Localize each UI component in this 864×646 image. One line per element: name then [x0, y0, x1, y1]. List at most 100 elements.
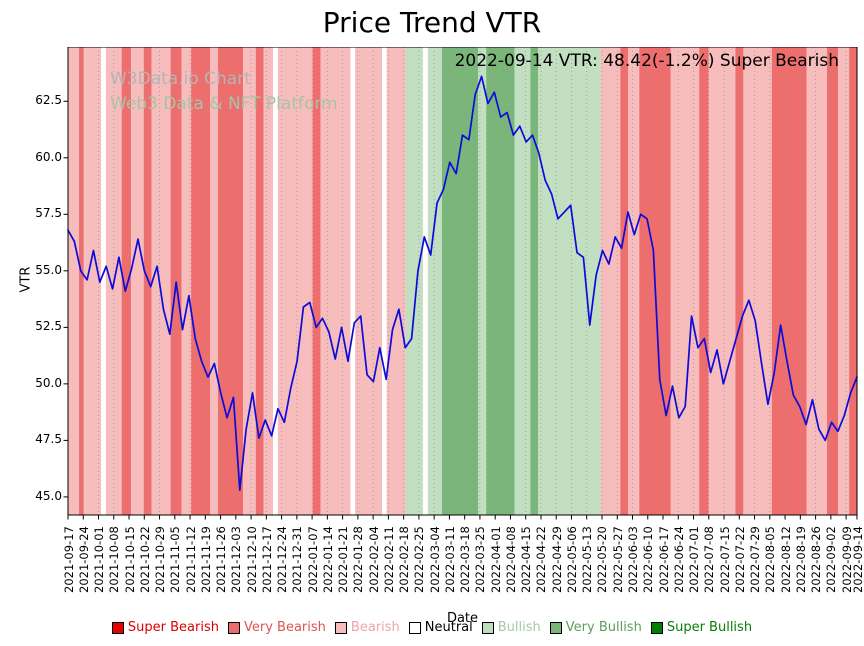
sentiment-band-neutral — [350, 47, 356, 515]
sentiment-band-bullish — [427, 47, 442, 515]
x-tick-label: 2022-03-04 — [427, 526, 442, 593]
x-tick-label: 2022-04-08 — [503, 526, 518, 593]
sentiment-band-bearish — [838, 47, 850, 515]
x-tick-label: 2022-02-25 — [412, 526, 427, 593]
x-tick-label: 2022-08-19 — [793, 526, 808, 593]
x-tick-label: 2022-05-20 — [595, 526, 610, 593]
y-tick-label: 57.5 — [35, 206, 62, 221]
x-tick-label: 2021-12-17 — [259, 526, 274, 593]
x-tick-label: 2022-04-22 — [534, 526, 549, 593]
x-tick-label: 2021-10-22 — [137, 526, 152, 593]
sentiment-band-bearish — [181, 47, 192, 515]
sentiment-band-neutral — [382, 47, 387, 515]
sentiment-band-bearish — [386, 47, 406, 515]
latest-value-annotation: 2022-09-14 VTR: 48.42(-1.2%) Super Beari… — [454, 51, 839, 71]
sentiment-band-very_bullish — [530, 47, 539, 515]
sentiment-band-bearish — [263, 47, 274, 515]
x-tick-label: 2021-12-03 — [229, 526, 244, 593]
x-tick-label: 2021-12-10 — [244, 526, 259, 593]
sentiment-band-very_bearish — [699, 47, 709, 515]
x-tick-label: 2022-08-05 — [763, 526, 778, 593]
x-tick-label: 2021-11-26 — [214, 526, 229, 593]
sentiment-band-bearish — [670, 47, 700, 515]
legend-item-neutral: Neutral — [408, 620, 473, 635]
sentiment-band-very_bearish — [170, 47, 182, 515]
sentiment-band-very_bullish — [441, 47, 479, 515]
sentiment-band-very_bearish — [849, 47, 857, 515]
x-tick-label: 2022-04-01 — [488, 526, 503, 593]
x-tick-label: 2021-11-12 — [183, 526, 198, 593]
sentiment-band-very_bearish — [217, 47, 244, 515]
sentiment-band-bullish — [405, 47, 424, 515]
x-tick-label: 2022-06-24 — [671, 526, 686, 593]
x-tick-label: 2021-11-05 — [168, 526, 183, 593]
legend-swatch-icon — [228, 621, 240, 634]
sentiment-band-bearish — [355, 47, 383, 515]
plot-area: W3Data.io Chart Web3 Data & NFT Platform… — [19, 47, 864, 626]
vtr-line-series — [67, 75, 858, 491]
legend-item-bearish: Bearish — [334, 620, 400, 635]
sentiment-band-bearish — [131, 47, 144, 515]
x-tick-label: 2022-06-17 — [656, 526, 671, 593]
chart-title: Price Trend VTR — [322, 6, 542, 39]
x-tick-label: 2022-03-18 — [458, 526, 473, 593]
sentiment-band-neutral — [273, 47, 278, 515]
legend-label: Super Bearish — [127, 620, 219, 635]
x-tick-label: 2021-09-24 — [76, 526, 91, 593]
chart-canvas — [63, 47, 858, 520]
y-tick-label: 45.0 — [35, 488, 62, 503]
x-tick-label: 2021-11-19 — [198, 526, 213, 593]
x-tick-label: 2022-05-06 — [564, 526, 579, 593]
legend-swatch-icon — [549, 621, 562, 634]
sentiment-band-bearish — [151, 47, 171, 515]
sentiment-band-bearish — [277, 47, 313, 515]
sentiment-band-very_bearish — [312, 47, 321, 515]
legend-item-super-bullish: Super Bullish — [650, 620, 753, 635]
x-tick-label: 2022-09-14 — [850, 526, 864, 593]
legend-item-super-bearish: Super Bearish — [111, 620, 219, 635]
sentiment-band-very_bearish — [827, 47, 839, 515]
legend-item-bullish: Bullish — [481, 620, 541, 635]
legend-item-very-bearish: Very Bearish — [228, 620, 326, 635]
legend-label: Super Bullish — [666, 620, 753, 635]
sentiment-band-bearish — [806, 47, 828, 515]
sentiment-band-neutral — [423, 47, 428, 515]
sentiment-band-bearish — [320, 47, 351, 515]
sentiment-band-very_bearish — [620, 47, 629, 515]
sentiment-band-very_bearish — [735, 47, 744, 515]
sentiment-band-bullish — [538, 47, 601, 515]
x-tick-label: 2022-08-12 — [778, 526, 793, 593]
x-tick-label: 2022-06-03 — [626, 526, 640, 593]
x-tick-label: 2021-10-15 — [122, 526, 137, 593]
x-tick-label: 2022-01-21 — [336, 526, 351, 593]
legend-label: Very Bullish — [565, 620, 642, 635]
sentiment-band-bullish — [514, 47, 531, 515]
legend-swatch-icon — [650, 621, 663, 634]
x-tick-label: 2022-02-18 — [397, 526, 412, 593]
sentiment-band-neutral — [101, 47, 106, 515]
legend-label: Very Bearish — [244, 620, 326, 635]
x-tick-label: 2022-07-29 — [748, 526, 763, 593]
y-tick-label: 62.5 — [35, 93, 62, 108]
x-tick-label: 2022-03-11 — [442, 526, 457, 593]
sentiment-band-bearish — [628, 47, 640, 515]
y-tick-label: 60.0 — [35, 149, 62, 164]
legend-label: Bearish — [350, 620, 400, 635]
legend-label: Neutral — [424, 620, 473, 635]
x-tick-label: 2022-02-11 — [381, 526, 396, 593]
sentiment-band-bearish — [600, 47, 621, 515]
sentiment-band-bullish — [478, 47, 487, 515]
legend-swatch-icon — [111, 621, 124, 634]
x-tick-label: 2022-04-29 — [549, 526, 564, 593]
x-tick-label: 2022-09-02 — [824, 526, 839, 593]
sentiment-band-bearish — [210, 47, 218, 515]
x-tick-label: 2022-07-01 — [687, 526, 702, 593]
x-tick-label: 2022-01-28 — [351, 526, 366, 593]
x-axis-label: Date — [446, 611, 479, 626]
sentiment-band-very_bearish — [255, 47, 264, 515]
legend-swatch-icon — [334, 621, 347, 634]
legend-swatch-icon — [408, 621, 421, 634]
x-tick-label: 2022-05-27 — [610, 526, 625, 593]
legend-item-very-bullish: Very Bullish — [549, 620, 642, 635]
